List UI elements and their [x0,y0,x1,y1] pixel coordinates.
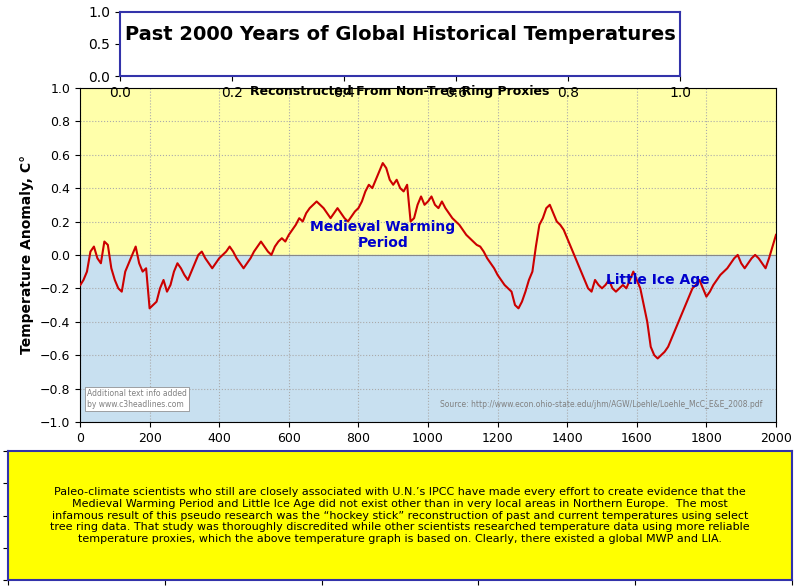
Text: Reconstructed From Non-Tree Ring Proxies: Reconstructed From Non-Tree Ring Proxies [250,85,550,98]
Text: Source: http://www.econ.ohio-state.edu/jhm/AGW/Loehle/Loehle_McC_E&E_2008.pdf: Source: http://www.econ.ohio-state.edu/j… [440,400,762,408]
Y-axis label: Temperature Anomaly, C°: Temperature Anomaly, C° [20,155,34,355]
Text: Additional text info added
by www.c3headlines.com: Additional text info added by www.c3head… [87,389,187,408]
Text: Past 2000 Years of Global Historical Temperatures: Past 2000 Years of Global Historical Tem… [125,25,675,44]
Text: Medieval Warming
Period: Medieval Warming Period [310,220,455,250]
Text: Little Ice Age: Little Ice Age [606,273,710,287]
Text: Paleo-climate scientists who still are closely associated with U.N.’s IPCC have : Paleo-climate scientists who still are c… [50,488,750,544]
